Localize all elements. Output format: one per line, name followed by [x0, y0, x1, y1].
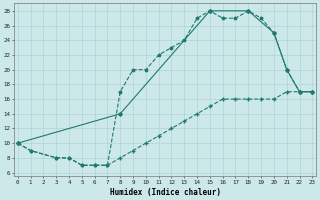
X-axis label: Humidex (Indice chaleur): Humidex (Indice chaleur) [109, 188, 220, 197]
